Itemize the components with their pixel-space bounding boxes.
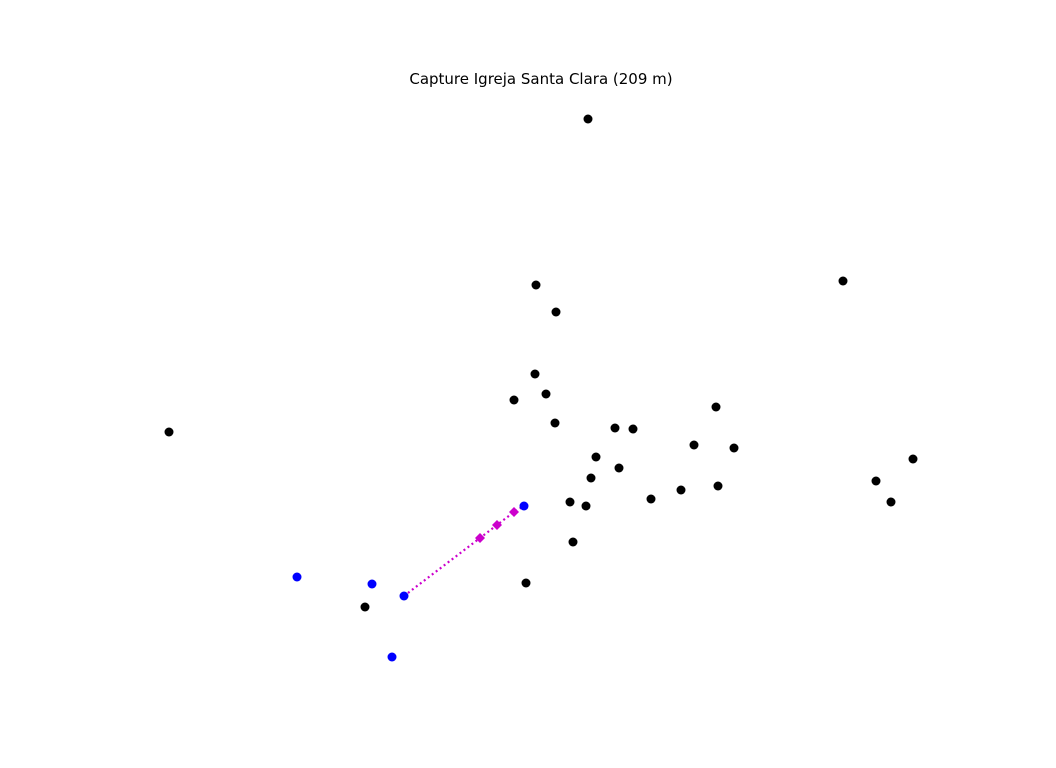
unselected-point	[713, 481, 723, 491]
unselected-point	[676, 485, 686, 495]
unselected-point	[886, 497, 896, 507]
unselected-point	[565, 497, 575, 507]
owned-point	[367, 579, 377, 589]
owned-point	[399, 591, 409, 601]
unselected-point	[586, 473, 596, 483]
points-layer	[164, 114, 918, 662]
unselected-point	[541, 389, 551, 399]
chart-title: Capture Igreja Santa Clara (209 m)	[409, 70, 672, 88]
unselected-point	[628, 424, 638, 434]
capture-path-line	[403, 505, 525, 597]
owned-point	[387, 652, 397, 662]
unselected-point	[530, 369, 540, 379]
capture-path-layer	[403, 505, 525, 597]
unselected-point	[550, 418, 560, 428]
unselected-point	[871, 476, 881, 486]
unselected-point	[164, 427, 174, 437]
unselected-point	[729, 443, 739, 453]
unselected-point	[568, 537, 578, 547]
unselected-point	[646, 494, 656, 504]
unselected-point	[581, 501, 591, 511]
unselected-point	[531, 280, 541, 290]
capture-path-marker	[475, 533, 485, 543]
capture-path-marker	[492, 520, 502, 530]
capture-path-marker	[509, 507, 519, 517]
unselected-point	[610, 423, 620, 433]
unselected-point	[838, 276, 848, 286]
unselected-point	[711, 402, 721, 412]
unselected-point	[509, 395, 519, 405]
owned-point	[292, 572, 302, 582]
owned-point	[519, 501, 529, 511]
unselected-point	[360, 602, 370, 612]
unselected-point	[689, 440, 699, 450]
unselected-point	[591, 452, 601, 462]
unselected-point	[583, 114, 593, 124]
unselected-point	[614, 463, 624, 473]
unselected-point	[521, 578, 531, 588]
unselected-point	[908, 454, 918, 464]
unselected-point	[551, 307, 561, 317]
